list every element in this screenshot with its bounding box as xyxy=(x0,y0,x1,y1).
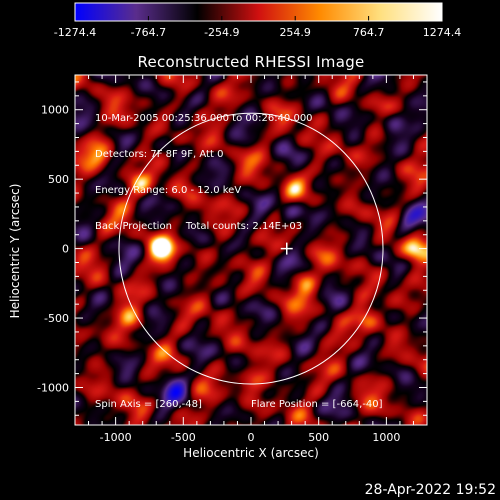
x-tick-label: 500 xyxy=(308,431,329,444)
annotation-spin-axis: Spin Axis = [260,-48] xyxy=(95,399,202,410)
timestamp: 28-Apr-2022 19:52 xyxy=(364,482,496,498)
y-tick-label: 0 xyxy=(62,243,69,256)
colorbar-tick-label: 254.9 xyxy=(279,26,311,39)
y-tick-label: -1000 xyxy=(37,382,69,395)
colorbar-frame xyxy=(74,2,443,22)
x-tick-label: -1000 xyxy=(100,431,132,444)
plot-area: 10-Mar-2005 00:25:36.000 to 00:26:40.000… xyxy=(75,75,427,425)
colorbar xyxy=(75,3,442,21)
chart-title: Reconstructed RHESSI Image xyxy=(137,53,365,71)
colorbar-ticks: -1274.4 -764.7 -254.9 254.9 764.7 1274.4 xyxy=(54,2,462,39)
annotation-flare-position: Flare Position = [-664,-40] xyxy=(251,399,383,410)
x-tick-label: 0 xyxy=(248,431,255,444)
colorbar-tick-label: 764.7 xyxy=(353,26,385,39)
y-tick-label: 1000 xyxy=(41,104,69,117)
annotation-method: Back Projection xyxy=(95,221,172,232)
x-tick-label: 1000 xyxy=(372,431,400,444)
colorbar-tick-label: -254.9 xyxy=(204,26,239,39)
annotation-counts: Total counts: 2.14E+03 xyxy=(185,221,303,232)
y-tick-label: 500 xyxy=(48,173,69,186)
colorbar-gradient xyxy=(75,3,442,21)
x-axis-label: Heliocentric X (arcsec) xyxy=(183,446,319,460)
y-axis-label: Heliocentric Y (arcsec) xyxy=(8,183,22,319)
annotation-energy: Energy Range: 6.0 - 12.0 keV xyxy=(95,185,242,196)
annotation-detectors: Detectors: 7F 8F 9F, Att 0 xyxy=(95,149,224,160)
annotation-date-range: 10-Mar-2005 00:25:36.000 to 00:26:40.000 xyxy=(95,113,313,124)
x-tick-label: -500 xyxy=(171,431,196,444)
colorbar-tick-label: 1274.4 xyxy=(423,26,462,39)
y-tick-label: -500 xyxy=(44,312,69,325)
colorbar-tick-label: -764.7 xyxy=(131,26,166,39)
colorbar-tick-label: -1274.4 xyxy=(54,26,96,39)
